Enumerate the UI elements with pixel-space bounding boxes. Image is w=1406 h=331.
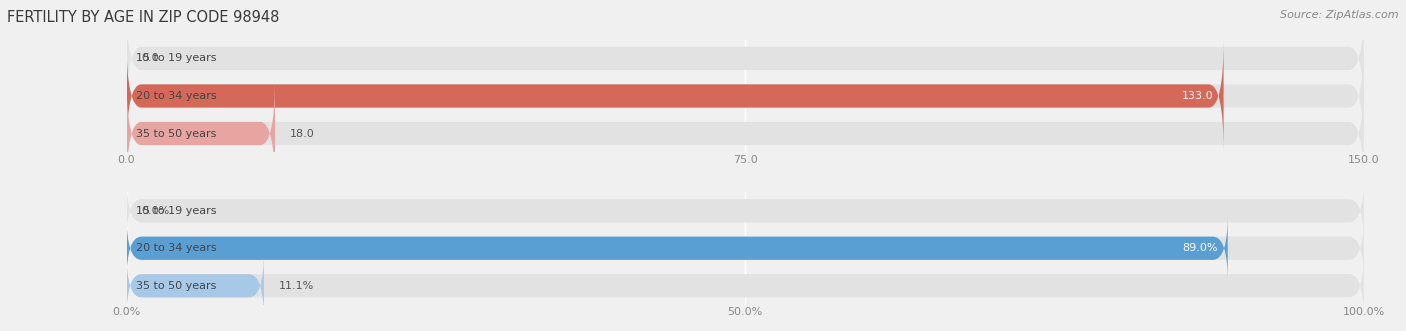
Text: 18.0: 18.0: [290, 128, 315, 138]
FancyBboxPatch shape: [127, 177, 1364, 244]
Text: 20 to 34 years: 20 to 34 years: [136, 243, 217, 253]
Text: 35 to 50 years: 35 to 50 years: [136, 281, 217, 291]
Text: 15 to 19 years: 15 to 19 years: [136, 206, 217, 216]
Text: 0.0%: 0.0%: [142, 206, 170, 216]
FancyBboxPatch shape: [127, 40, 1223, 152]
FancyBboxPatch shape: [127, 215, 1364, 282]
Text: 11.1%: 11.1%: [278, 281, 314, 291]
FancyBboxPatch shape: [127, 252, 264, 319]
Text: 20 to 34 years: 20 to 34 years: [136, 91, 217, 101]
Text: FERTILITY BY AGE IN ZIP CODE 98948: FERTILITY BY AGE IN ZIP CODE 98948: [7, 10, 280, 25]
Text: 0.0: 0.0: [142, 54, 159, 64]
FancyBboxPatch shape: [127, 40, 1364, 152]
Text: 89.0%: 89.0%: [1182, 243, 1218, 253]
Text: 133.0: 133.0: [1182, 91, 1213, 101]
Text: 15 to 19 years: 15 to 19 years: [136, 54, 217, 64]
FancyBboxPatch shape: [127, 3, 1364, 115]
FancyBboxPatch shape: [127, 77, 1364, 189]
FancyBboxPatch shape: [127, 252, 1364, 319]
FancyBboxPatch shape: [127, 77, 276, 189]
FancyBboxPatch shape: [127, 215, 1227, 282]
Text: Source: ZipAtlas.com: Source: ZipAtlas.com: [1281, 10, 1399, 20]
Text: 35 to 50 years: 35 to 50 years: [136, 128, 217, 138]
